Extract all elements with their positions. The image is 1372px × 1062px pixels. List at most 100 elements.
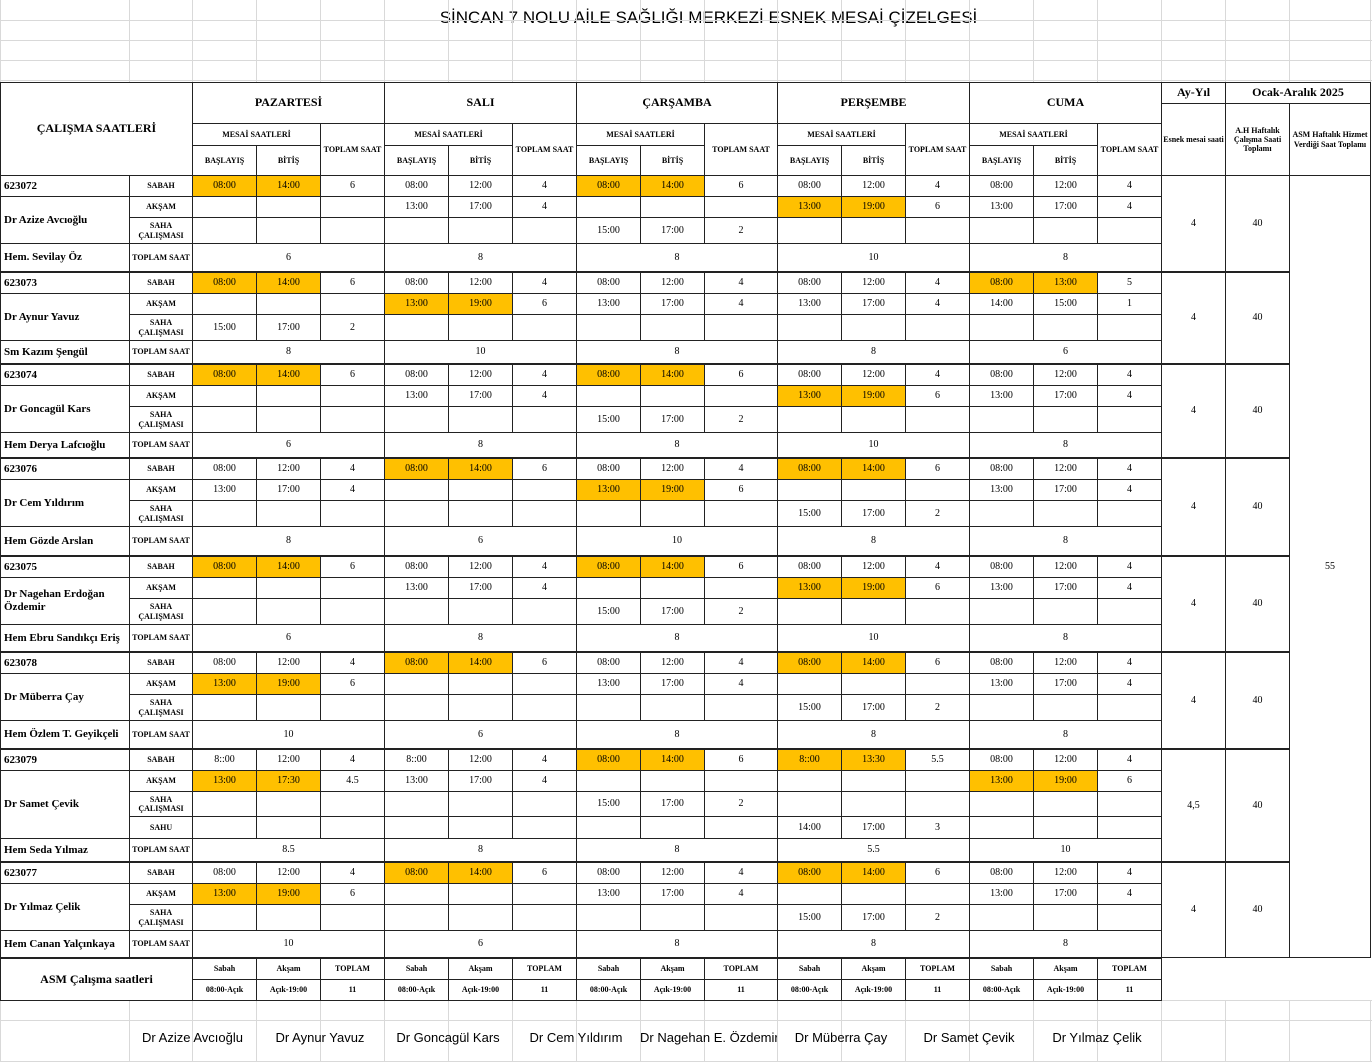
time-cell (777, 479, 842, 501)
time-cell (448, 883, 513, 905)
time-cell: 13:00 (576, 293, 641, 315)
time-cell: 6 (704, 175, 778, 197)
time-cell: 13:00 (777, 385, 842, 407)
gridline (0, 1000, 1, 1062)
footer-value: 08:00-Açık (969, 979, 1034, 1001)
time-cell: 4 (512, 364, 577, 386)
time-cell: 4 (512, 556, 577, 578)
time-cell: 17:00 (640, 883, 705, 905)
footer-head: Akşam (448, 958, 513, 980)
end-header: BİTİŞ (640, 145, 705, 176)
footer-label: ASM Çalışma saatleri (0, 958, 193, 1001)
gridline (777, 1000, 778, 1062)
time-cell: 4 (1097, 385, 1162, 407)
gridline (129, 0, 130, 82)
time-cell (576, 694, 641, 721)
time-cell: 8::00 (777, 749, 842, 771)
mesai-header: MESAİ SAATLERİ (969, 123, 1098, 146)
end-header: BİTİŞ (448, 145, 513, 176)
mesai-header: MESAİ SAATLERİ (384, 123, 513, 146)
gridline (777, 0, 778, 82)
time-cell (512, 314, 577, 341)
time-cell: 4 (704, 458, 778, 480)
time-cell: 13:00 (192, 479, 257, 501)
time-cell (192, 500, 257, 527)
time-cell: 17:00 (841, 694, 906, 721)
day-total: 10 (576, 526, 778, 556)
footer-head: TOPLAM (1097, 958, 1162, 980)
time-cell: 08:00 (777, 458, 842, 480)
time-cell (704, 577, 778, 599)
total-header: TOPLAM SAAT (1097, 123, 1162, 176)
start-header: BAŞLAYIŞ (777, 145, 842, 176)
footer-head: Sabah (384, 958, 449, 980)
gridline (969, 0, 970, 82)
signature: Dr Müberra Çay (794, 1030, 888, 1045)
time-cell (969, 598, 1034, 625)
time-cell: 13:00 (1033, 272, 1098, 294)
header-label: ÇALIŞMA SAATLERİ (0, 82, 193, 176)
time-cell (448, 479, 513, 501)
time-cell: 14:00 (969, 293, 1034, 315)
time-cell (777, 598, 842, 625)
time-cell: 19:00 (256, 673, 321, 695)
time-cell (192, 904, 257, 931)
time-cell (777, 673, 842, 695)
shift-label: SABAH (129, 458, 193, 480)
time-cell: 17:00 (640, 293, 705, 315)
time-cell: 08:00 (384, 175, 449, 197)
time-cell (448, 816, 513, 839)
time-cell: 08:00 (777, 175, 842, 197)
gridline (969, 1000, 970, 1062)
day-total: 8 (777, 720, 970, 749)
time-cell: 14:00 (448, 458, 513, 480)
ah-total: 40 (1225, 175, 1290, 272)
time-cell: 4 (1097, 883, 1162, 905)
gridline (1097, 1000, 1098, 1062)
gridline (1225, 1000, 1226, 1062)
time-cell: 4 (905, 272, 970, 294)
gridline (1161, 1000, 1162, 1062)
time-cell: 12:00 (640, 862, 705, 884)
time-cell: 08:00 (576, 556, 641, 578)
time-cell (704, 314, 778, 341)
time-cell (320, 293, 385, 315)
time-cell (1097, 694, 1162, 721)
time-cell (448, 694, 513, 721)
time-cell: 6 (905, 458, 970, 480)
time-cell: 14:00 (841, 862, 906, 884)
time-cell (320, 385, 385, 407)
footer-head: Akşam (841, 958, 906, 980)
time-cell: 17:00 (841, 293, 906, 315)
code: 623074 (0, 364, 130, 386)
time-cell (969, 694, 1034, 721)
time-cell: 08:00 (969, 458, 1034, 480)
gridline (1370, 0, 1371, 82)
gridline (0, 80, 1372, 81)
time-cell (320, 577, 385, 599)
time-cell (1033, 217, 1098, 244)
code: 623079 (0, 749, 130, 771)
time-cell (1033, 816, 1098, 839)
time-cell: 08:00 (192, 458, 257, 480)
time-cell: 8::00 (192, 749, 257, 771)
time-cell: 4.5 (320, 770, 385, 792)
time-cell: 17:00 (841, 904, 906, 931)
shift-label: AKŞAM (129, 293, 193, 315)
time-cell: 08:00 (777, 556, 842, 578)
time-cell: 12:00 (640, 652, 705, 674)
time-cell: 17:00 (841, 816, 906, 839)
time-cell: 19:00 (256, 883, 321, 905)
mesai-header: MESAİ SAATLERİ (192, 123, 321, 146)
day-total: 8 (576, 720, 778, 749)
gridline (0, 0, 1, 82)
day-total: 6 (384, 930, 577, 958)
time-cell (192, 598, 257, 625)
time-cell (704, 816, 778, 839)
code: 623076 (0, 458, 130, 480)
time-cell: 17:00 (1033, 577, 1098, 599)
time-cell: 08:00 (576, 175, 641, 197)
time-cell: 2 (905, 904, 970, 931)
time-cell: 6 (905, 196, 970, 218)
time-cell: 08:00 (969, 364, 1034, 386)
